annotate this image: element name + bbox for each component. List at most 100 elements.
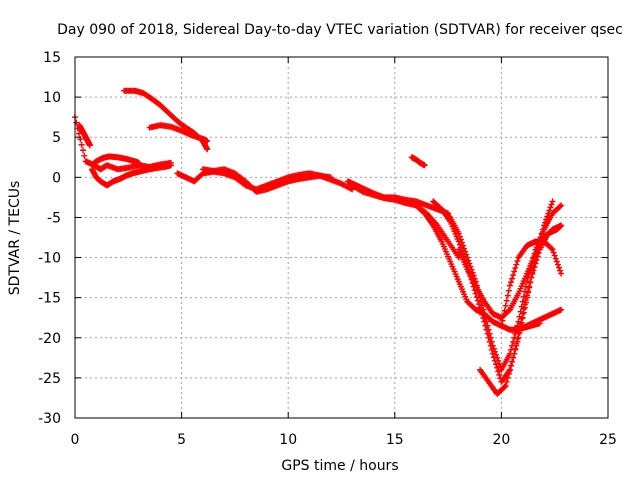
data-point [506,282,513,289]
y-tick-labels: -30 -25 -20 -15 -10 -5 0 5 10 15 [38,50,61,427]
series-arc-p [477,222,565,397]
data-points [72,87,565,397]
data-point [543,216,550,223]
data-point [501,307,508,314]
data-point [485,334,492,341]
data-point [520,293,527,300]
data-point [519,298,526,305]
grid [75,57,608,418]
data-point [513,340,520,347]
data-point [514,258,521,265]
data-point [509,275,516,282]
data-point [521,301,528,308]
axis-ticks [74,56,609,419]
data-point [532,260,539,267]
data-point [455,238,462,245]
data-point [204,138,211,145]
plot-frame [74,56,609,419]
data-point [482,322,489,329]
y-tick-label: -30 [38,411,61,427]
y-tick-label: 5 [52,130,61,146]
data-point [498,322,505,329]
data-point [525,288,532,295]
x-axis-label: GPS time / hours [281,458,398,474]
data-point [504,374,511,381]
y-tick-label: -10 [38,251,61,267]
series-arc-r [511,320,543,333]
data-point [547,204,554,211]
data-point [503,297,510,304]
data-point [558,222,565,229]
data-point [558,306,565,313]
data-point [506,366,513,373]
data-point [558,270,565,277]
y-tick-label: 0 [52,170,61,186]
data-point [476,301,483,308]
y-tick-label: -5 [47,210,61,226]
data-point [512,345,519,352]
data-point [507,362,514,369]
data-point [486,338,493,345]
series-arc-d [89,153,142,169]
series-arc-q [498,238,565,329]
data-point [484,330,491,337]
data-point [545,210,552,217]
data-point [518,315,525,322]
data-point [548,245,555,252]
data-point [533,257,540,264]
data-point [456,241,463,248]
data-point [495,368,502,375]
data-point [488,346,495,353]
data-point [513,261,520,268]
data-point [135,159,142,166]
data-point [538,230,545,237]
data-point [555,264,562,271]
data-point [496,371,503,378]
data-point [530,267,537,274]
data-point [494,364,501,371]
data-point [327,174,334,181]
data-point [81,152,88,159]
data-point [551,252,558,259]
data-point [534,253,541,260]
data-point [504,292,511,299]
data-point [527,279,534,286]
data-point [489,350,496,357]
x-tick-label: 25 [599,432,617,448]
data-point [510,272,517,279]
y-tick-label: 10 [43,90,61,106]
data-point [499,317,506,324]
data-point [204,146,211,153]
data-point [505,287,512,294]
data-point [549,198,556,205]
data-point [519,310,526,317]
data-point [511,350,518,357]
data-point [520,306,527,313]
data-point [480,315,487,322]
data-point [507,279,514,286]
data-point [512,265,519,272]
data-point [541,222,548,229]
data-point [502,302,509,309]
series-arc-f [146,122,211,145]
data-point [492,357,499,364]
data-point [536,320,543,327]
series-arc-l [413,202,565,333]
data-point [500,312,507,319]
data-point [501,383,508,390]
data-point [557,267,564,274]
data-point [553,258,560,265]
chart-title: Day 090 of 2018, Sidereal Day-to-day VTE… [57,22,623,38]
data-point [549,246,556,253]
data-point [78,141,85,148]
series-arc-k [408,154,428,169]
data-point [502,382,509,389]
data-point [505,370,512,377]
data-point [79,147,86,154]
data-point [478,308,485,315]
y-tick-label: 15 [43,50,61,66]
x-tick-labels: 0 5 10 15 20 25 [71,432,617,448]
data-point [550,249,557,256]
data-point [535,250,542,257]
